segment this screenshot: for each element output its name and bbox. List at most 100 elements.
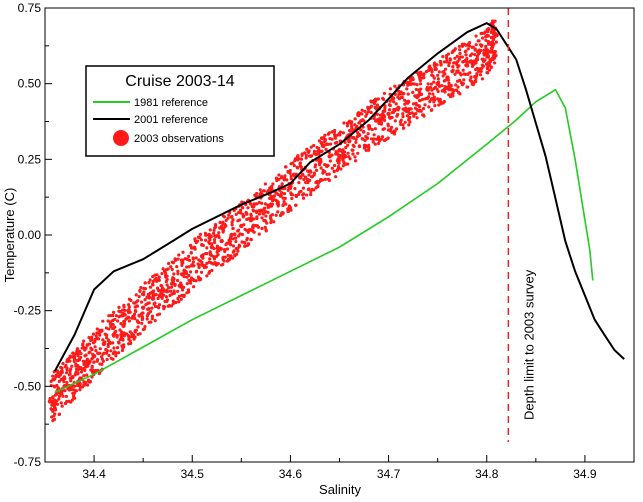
observation-scatter-point [85,343,89,347]
observation-scatter-point [118,314,123,318]
observation-scatter-point [382,91,387,96]
observation-scatter-point [341,164,345,168]
observation-scatter-point [471,45,475,49]
observation-scatter-point [321,168,325,173]
observation-scatter-point [122,319,126,324]
observation-scatter-point [443,78,447,82]
observation-scatter-point [374,99,378,103]
observation-scatter-point [86,364,90,368]
observation-scatter-point [480,57,484,61]
observation-scatter-point [480,63,484,67]
observation-scatter-point [314,168,319,172]
observation-scatter-point [451,64,455,69]
observation-scatter-point [426,95,431,99]
observation-scatter-point [102,351,106,355]
observation-scatter-point [456,65,460,69]
observation-scatter-point [401,112,405,116]
observation-scatter-point [362,130,366,134]
observation-scatter-point [438,60,442,64]
observation-scatter-point [165,283,169,287]
observation-scatter-point [323,163,327,167]
observation-scatter-point [404,106,408,110]
observation-scatter-point [426,82,430,86]
observation-scatter-point [182,293,186,297]
observation-scatter-point [116,351,121,355]
observation-scatter-point [167,261,171,266]
observation-scatter-point [258,188,262,192]
observation-scatter-point [309,192,313,197]
observation-scatter-point [230,220,234,224]
observation-scatter-point [221,262,225,267]
observation-scatter-point [285,178,289,182]
observation-scatter-point [377,121,381,126]
observation-scatter-point [245,217,249,222]
observation-point-30 [327,154,332,159]
observation-scatter-point [238,208,243,212]
observation-scatter-point [75,348,79,353]
observation-scatter-point [90,364,94,368]
observation-scatter-point [386,124,390,128]
observation-scatter-point [480,77,485,81]
observation-scatter-point [486,71,490,75]
observation-scatter-point [236,249,240,253]
observation-scatter-point [427,105,431,109]
observation-scatter-point [51,374,55,378]
observation-scatter-point [304,180,308,185]
observation-scatter-point [72,388,76,392]
observation-scatter-point [399,122,403,127]
observation-scatter-point [491,37,496,42]
observation-scatter-point [138,288,142,293]
observation-scatter-point [57,412,62,416]
observation-point-28 [307,169,313,174]
observation-scatter-point [310,187,314,191]
observation-scatter-point [164,295,169,299]
observation-scatter-point [207,240,211,244]
observation-scatter-point [328,137,332,141]
observation-scatter-point [136,299,140,303]
observation-scatter-point [153,304,158,309]
observation-scatter-point [183,256,188,261]
observation-scatter-point [406,83,411,87]
observation-scatter-point [387,108,392,112]
observation-scatter-point [205,246,209,250]
observation-scatter-point [129,298,133,302]
observation-scatter-point [151,274,155,279]
x-axis-label: Salinity [319,482,361,497]
observation-scatter-point [339,167,343,171]
observation-scatter-point [290,196,294,201]
observation-scatter-point [208,228,212,232]
observation-scatter-point [281,196,285,200]
observation-scatter-point [334,152,338,156]
observation-scatter-point [476,39,480,43]
observation-scatter-point [482,31,486,35]
observation-scatter-point [90,335,94,339]
observation-scatter-point [417,88,421,93]
observation-scatter-point [265,221,269,225]
observation-scatter-point [115,346,120,350]
observation-scatter-point [133,309,137,313]
observation-scatter-point [211,231,216,235]
observation-scatter-point [171,299,176,303]
observation-point-38 [406,99,411,105]
observation-scatter-point [143,298,147,302]
observation-scatter-point [231,226,235,231]
observation-scatter-point [423,103,427,107]
observation-scatter-point [448,57,452,61]
observation-scatter-point [51,395,55,399]
observation-scatter-point [142,292,146,297]
observation-scatter-point [162,269,166,273]
observation-scatter-point [325,163,329,167]
observation-scatter-point [85,373,89,377]
observation-scatter-point [181,250,185,254]
observation-scatter-point [83,348,87,352]
legend-entry-2003: 2003 observations [134,133,224,145]
observation-scatter-point [411,77,415,82]
observation-scatter-point [128,330,132,334]
observation-scatter-point [181,258,185,262]
observation-scatter-point [139,300,144,304]
observation-scatter-point [389,125,394,129]
observation-scatter-point [166,267,170,271]
observation-scatter-point [315,181,320,185]
observation-scatter-point [335,168,339,173]
observation-scatter-point [266,205,270,209]
